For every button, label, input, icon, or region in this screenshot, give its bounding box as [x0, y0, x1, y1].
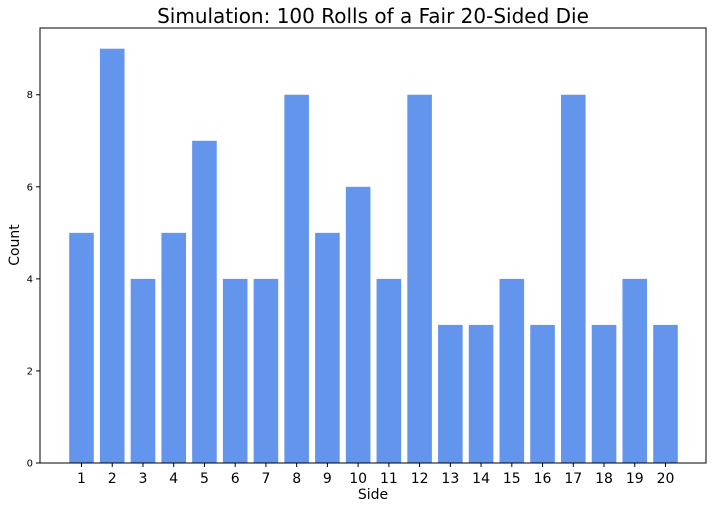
bar-side-2 — [99, 48, 125, 464]
x-tick-label: 14 — [472, 471, 490, 487]
x-tick-label: 6 — [231, 471, 240, 487]
bar-side-12 — [407, 94, 432, 463]
bar-side-3 — [130, 278, 156, 463]
axes — [39, 27, 707, 464]
x-axis-ticks: 1 2 3 4 5 6 7 8 9 10 11 12 13 14 15 16 17 18 19 20 — [77, 463, 674, 487]
x-tick-label: 10 — [349, 471, 367, 487]
bar-side-10 — [345, 186, 371, 463]
x-tick-label: 8 — [292, 471, 301, 487]
x-tick-label: 1 — [77, 471, 86, 487]
y-axis-label: Count — [7, 224, 23, 266]
bar-side-4 — [161, 232, 187, 463]
bar-side-13 — [438, 324, 463, 463]
y-tick-label: 0 — [27, 459, 33, 470]
x-tick-label: 20 — [657, 471, 675, 487]
x-tick-label: 12 — [411, 471, 429, 487]
bar-side-7 — [253, 278, 279, 463]
x-tick-label: 7 — [261, 471, 270, 487]
x-tick-label: 15 — [503, 471, 521, 487]
bar-side-14 — [468, 324, 494, 463]
x-tick-label: 9 — [323, 471, 332, 487]
chart-title: Simulation: 100 Rolls of a Fair 20-Sided… — [157, 4, 589, 28]
plot-frame — [39, 27, 707, 464]
y-tick-label: 8 — [27, 90, 33, 101]
bar-side-11 — [376, 278, 402, 463]
y-tick-label: 4 — [27, 274, 33, 285]
bars-group — [69, 48, 678, 464]
bar-side-18 — [591, 324, 617, 463]
x-tick-label: 5 — [200, 471, 209, 487]
x-tick-label: 18 — [595, 471, 613, 487]
bar-side-1 — [69, 232, 94, 463]
bar-side-15 — [499, 278, 525, 463]
x-tick-label: 19 — [626, 471, 644, 487]
x-tick-label: 11 — [380, 471, 398, 487]
x-tick-label: 2 — [108, 471, 117, 487]
bar-side-16 — [530, 324, 555, 463]
bar-side-19 — [622, 278, 648, 463]
x-tick-label: 4 — [169, 471, 178, 487]
bar-side-8 — [284, 94, 309, 463]
x-tick-label: 17 — [564, 471, 582, 487]
bar-side-20 — [653, 324, 678, 463]
y-axis-ticks: 0 2 4 6 8 — [27, 90, 40, 470]
x-tick-label: 13 — [441, 471, 459, 487]
bar-side-5 — [192, 140, 217, 463]
x-tick-label: 3 — [139, 471, 148, 487]
y-tick-label: 2 — [27, 366, 33, 377]
bar-side-17 — [560, 94, 586, 463]
x-axis-label: Side — [358, 487, 388, 503]
y-tick-label: 6 — [27, 182, 33, 193]
x-tick-label: 16 — [534, 471, 552, 487]
bar-side-6 — [222, 278, 248, 463]
bar-side-9 — [315, 232, 340, 463]
